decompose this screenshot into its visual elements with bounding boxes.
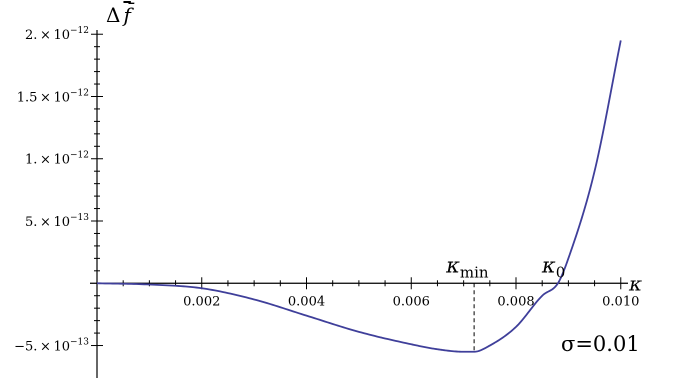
y-axis: −5. × 10−13 5. × 10−13 1. × 10−12 1.5 × 10−… bbox=[14, 26, 103, 378]
x-tick-label: 0.002 bbox=[183, 294, 220, 309]
x-tick-label: 0.004 bbox=[288, 294, 325, 309]
y-tick-label: −5. × 10−13 bbox=[14, 338, 89, 355]
x-tick-label: 0.006 bbox=[393, 294, 430, 309]
kappa-min-label: κmin bbox=[445, 253, 489, 281]
series-line bbox=[96, 40, 622, 353]
x-ticks: 0.002 0.004 0.006 0.008 0.010 bbox=[122, 277, 639, 309]
y-tick-label: 1. × 10−12 bbox=[25, 151, 89, 168]
y-tick-label: 2. × 10−12 bbox=[25, 26, 89, 43]
x-axis-label: κ bbox=[628, 271, 642, 295]
x-tick-label: 0.008 bbox=[497, 294, 534, 309]
y-tick-label: 5. × 10−13 bbox=[25, 213, 89, 230]
y-ticks: −5. × 10−13 5. × 10−13 1. × 10−12 1.5 × 10−… bbox=[14, 26, 103, 355]
x-axis: 0.002 0.004 0.006 0.008 0.010 bbox=[90, 277, 639, 309]
y-tick-label: 1.5 × 10−12 bbox=[17, 88, 89, 105]
sigma-annotation: σ=0.01 bbox=[561, 332, 640, 356]
kappa-0-label: κ0 bbox=[541, 253, 565, 281]
x-tick-label: 0.010 bbox=[602, 294, 639, 309]
